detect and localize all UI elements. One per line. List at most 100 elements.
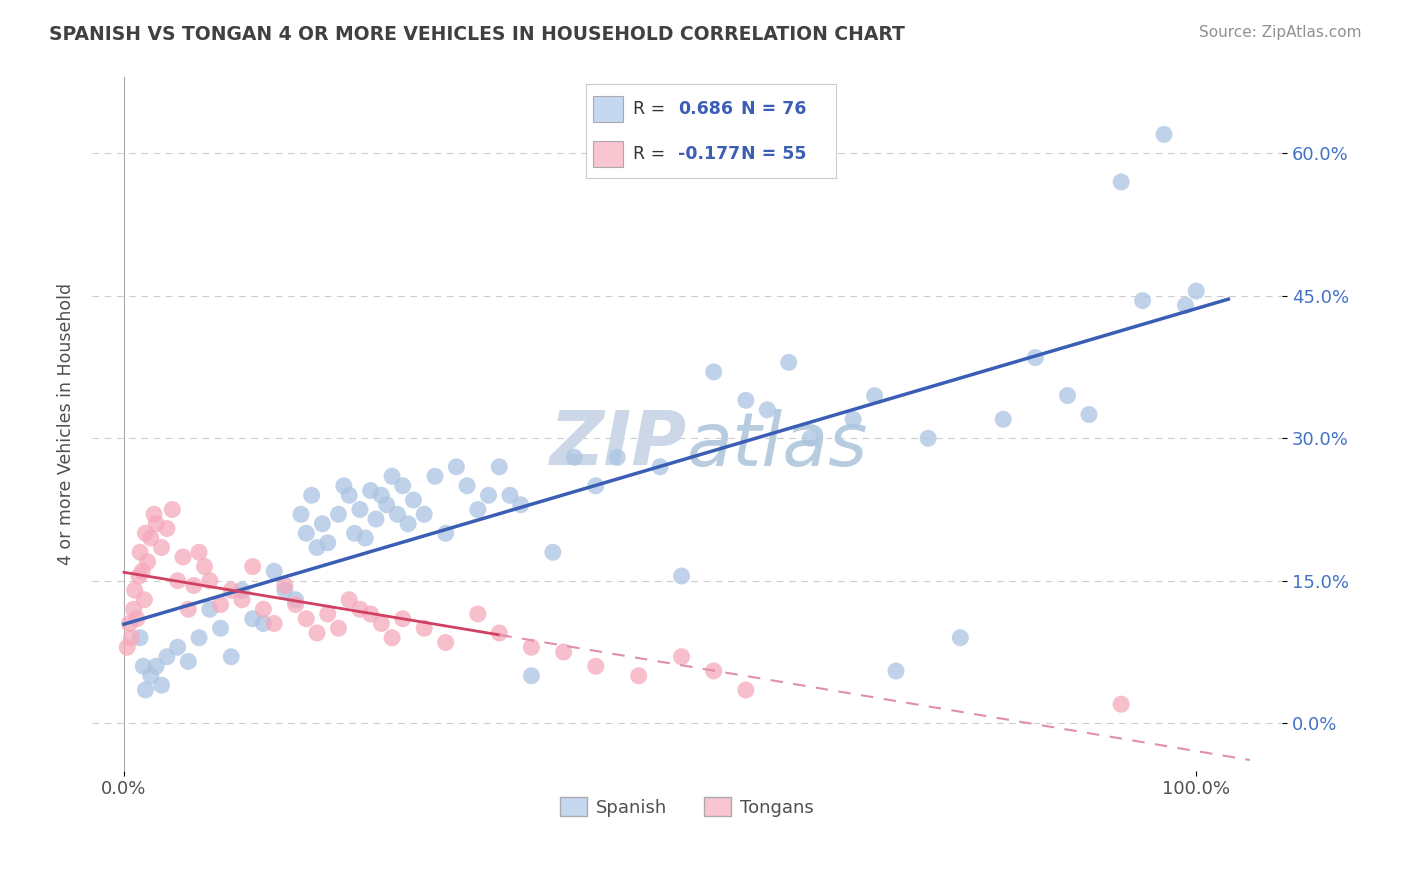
Point — [391, 612, 413, 626]
Point — [177, 602, 200, 616]
Point — [231, 592, 253, 607]
Point — [671, 569, 693, 583]
Point — [328, 621, 350, 635]
Point — [301, 488, 323, 502]
Point — [734, 683, 756, 698]
Point — [993, 412, 1015, 426]
Point — [917, 431, 939, 445]
Text: ZIP: ZIP — [550, 409, 688, 482]
Point — [391, 479, 413, 493]
Point — [585, 479, 607, 493]
Point — [122, 602, 145, 616]
Point — [188, 631, 211, 645]
Point — [284, 592, 307, 607]
Point — [162, 502, 184, 516]
Point — [193, 559, 215, 574]
Point — [311, 516, 333, 531]
Point — [606, 450, 628, 465]
Point — [381, 469, 404, 483]
Point — [370, 488, 392, 502]
Point — [488, 626, 510, 640]
Point — [396, 516, 419, 531]
Point — [295, 612, 318, 626]
Point — [305, 626, 328, 640]
Point — [172, 549, 194, 564]
Point — [231, 583, 253, 598]
Point — [242, 559, 264, 574]
Point — [209, 621, 232, 635]
Point — [1109, 175, 1132, 189]
Point — [136, 555, 159, 569]
Point — [209, 598, 232, 612]
Point — [360, 483, 382, 498]
Text: Source: ZipAtlas.com: Source: ZipAtlas.com — [1198, 25, 1361, 40]
Point — [467, 607, 489, 621]
Point — [242, 612, 264, 626]
Point — [381, 631, 404, 645]
Point — [252, 602, 274, 616]
Point — [337, 592, 360, 607]
Point — [263, 564, 285, 578]
Legend: Spanish, Tongans: Spanish, Tongans — [553, 790, 821, 824]
Point — [349, 602, 371, 616]
Point — [799, 431, 821, 445]
Point — [139, 531, 162, 545]
Point — [585, 659, 607, 673]
Point — [198, 574, 221, 588]
Point — [1024, 351, 1046, 365]
Point — [756, 402, 779, 417]
Point — [402, 493, 425, 508]
Point — [150, 678, 173, 692]
Point — [360, 607, 382, 621]
Point — [627, 669, 650, 683]
Point — [423, 469, 446, 483]
Point — [124, 583, 146, 598]
Point — [129, 545, 152, 559]
Point — [1174, 298, 1197, 312]
Point — [145, 659, 167, 673]
Point — [1056, 388, 1078, 402]
Point — [413, 621, 436, 635]
Point — [456, 479, 478, 493]
Point — [131, 564, 153, 578]
Point — [337, 488, 360, 502]
Point — [884, 664, 907, 678]
Point — [1109, 697, 1132, 711]
Point — [434, 635, 457, 649]
Point — [370, 616, 392, 631]
Point — [139, 669, 162, 683]
Point — [274, 583, 297, 598]
Point — [520, 640, 543, 655]
Point — [467, 502, 489, 516]
Point — [150, 541, 173, 555]
Point — [509, 498, 531, 512]
Point — [842, 412, 865, 426]
Point — [166, 640, 188, 655]
Point — [219, 649, 242, 664]
Point — [183, 578, 205, 592]
Point — [477, 488, 499, 502]
Point — [671, 649, 693, 664]
Point — [125, 612, 148, 626]
Point — [156, 522, 179, 536]
Point — [252, 616, 274, 631]
Point — [156, 649, 179, 664]
Point — [134, 683, 156, 698]
Point — [863, 388, 886, 402]
Point — [115, 640, 138, 655]
Point — [177, 655, 200, 669]
Point — [134, 526, 156, 541]
Point — [387, 508, 409, 522]
Point — [1132, 293, 1154, 308]
Point — [648, 459, 671, 474]
Point — [188, 545, 211, 559]
Point — [128, 569, 150, 583]
Point — [434, 526, 457, 541]
Point — [949, 631, 972, 645]
Point — [316, 535, 339, 549]
Point — [375, 498, 398, 512]
Point — [145, 516, 167, 531]
Point — [333, 479, 356, 493]
Point — [121, 631, 143, 645]
Point — [166, 574, 188, 588]
